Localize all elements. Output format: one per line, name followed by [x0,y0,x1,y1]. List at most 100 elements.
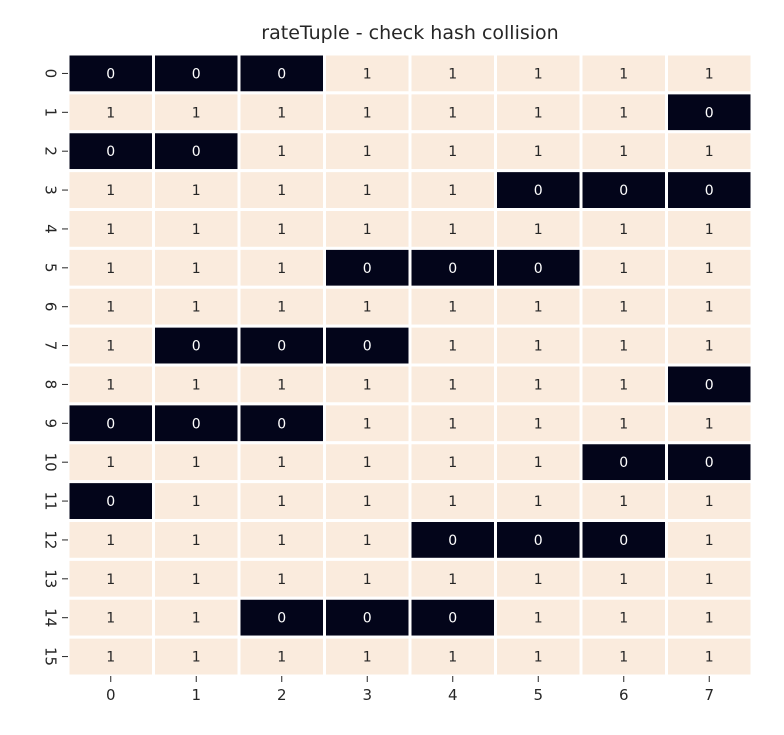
cell-value-label: 1 [619,261,628,277]
cell-value-label: 0 [192,339,201,355]
cell-value-label: 1 [277,650,286,666]
y-tick-label: 5 [42,263,60,273]
cell-value-label: 0 [705,183,714,199]
cell-value-label: 1 [106,339,115,355]
y-tick-label: 11 [42,492,60,511]
cell-value-label: 1 [363,222,372,238]
cell-value-label: 1 [534,66,543,82]
cell-value-label: 0 [534,533,543,549]
x-tick-label: 7 [704,686,714,704]
cell-value-label: 1 [534,222,543,238]
heatmap-cell [665,363,754,406]
heatmap-cell [323,169,412,211]
cell-value-label: 1 [705,144,714,160]
heatmap-cell [494,52,583,95]
cell-value-label: 0 [277,611,286,627]
cell-value-label: 1 [192,300,201,316]
cell-value-label: 1 [106,572,115,588]
cell-value-label: 1 [192,105,201,121]
cell-value-label: 0 [277,339,286,355]
cell-value-label: 0 [534,261,543,277]
heatmap-cell [408,91,497,134]
y-tick-label: 4 [42,224,60,234]
heatmap-cell [665,324,754,367]
heatmap-cell [66,480,155,522]
cell-value-label: 1 [534,105,543,121]
cell-value-label: 1 [705,339,714,355]
cell-value-label: 1 [277,183,286,199]
cell-value-label: 1 [106,300,115,316]
heatmap-cell [579,596,668,639]
y-tick-label: 10 [42,453,60,472]
y-tick-label: 8 [42,380,60,390]
cell-value-label: 1 [448,183,457,199]
cell-value-label: 1 [619,339,628,355]
heatmap-cell [665,285,754,328]
cell-value-label: 1 [448,572,457,588]
heatmap-cell [579,208,668,250]
heatmap-cell [66,596,155,639]
cell-value-label: 1 [363,650,372,666]
cell-value-label: 1 [363,533,372,549]
cell-value-label: 1 [705,300,714,316]
y-tick-label: 13 [42,569,60,588]
y-tick-label: 1 [42,108,60,118]
cell-value-label: 1 [363,183,372,199]
cell-value-label: 1 [705,222,714,238]
heatmap-cell [665,441,754,484]
cell-value-label: 1 [619,144,628,160]
heatmap-cell [665,635,754,678]
heatmap-cell [494,285,583,328]
x-tick-label: 5 [533,686,543,704]
cell-value-label: 1 [277,533,286,549]
cell-value-label: 1 [106,377,115,393]
heatmap-cell [237,246,326,289]
cell-value-label: 1 [448,416,457,432]
heatmap-cell [665,596,754,639]
cell-value-label: 0 [106,416,115,432]
cell-value-label: 1 [705,416,714,432]
heatmap-cell [408,169,497,211]
cell-value-label: 1 [705,533,714,549]
heatmap-cell [408,285,497,328]
heatmap-cell [152,519,241,561]
cell-value-label: 1 [277,261,286,277]
heatmap-cell [665,91,754,134]
heatmap-cell [665,130,754,173]
cell-value-label: 1 [106,222,115,238]
cell-value-label: 1 [192,377,201,393]
cell-value-label: 1 [619,300,628,316]
cell-value-label: 1 [448,144,457,160]
cell-value-label: 1 [277,144,286,160]
cell-value-label: 0 [619,455,628,471]
cell-value-label: 1 [619,572,628,588]
cell-value-label: 1 [619,650,628,666]
cell-value-label: 1 [363,455,372,471]
cell-value-label: 1 [363,300,372,316]
cell-value-label: 1 [277,222,286,238]
cell-value-label: 0 [705,455,714,471]
heatmap-cell [152,130,241,173]
cell-value-label: 1 [534,377,543,393]
cell-value-label: 1 [448,650,457,666]
x-tick-label: 1 [191,686,201,704]
cell-value-label: 1 [534,455,543,471]
cell-value-label: 0 [448,611,457,627]
cell-value-label: 0 [705,377,714,393]
heatmap-cell [494,480,583,522]
cell-value-label: 1 [619,377,628,393]
cell-value-label: 1 [277,105,286,121]
heatmap-cell [323,557,412,600]
heatmap-cell [579,635,668,678]
cell-value-label: 0 [619,183,628,199]
cell-value-label: 1 [534,611,543,627]
cell-value-label: 1 [192,572,201,588]
cell-value-label: 1 [448,494,457,510]
cell-value-label: 0 [192,144,201,160]
y-tick-label: 2 [42,146,60,156]
heatmap-cell [494,324,583,367]
cell-value-label: 1 [106,105,115,121]
cell-value-label: 1 [619,611,628,627]
cell-value-label: 1 [448,300,457,316]
